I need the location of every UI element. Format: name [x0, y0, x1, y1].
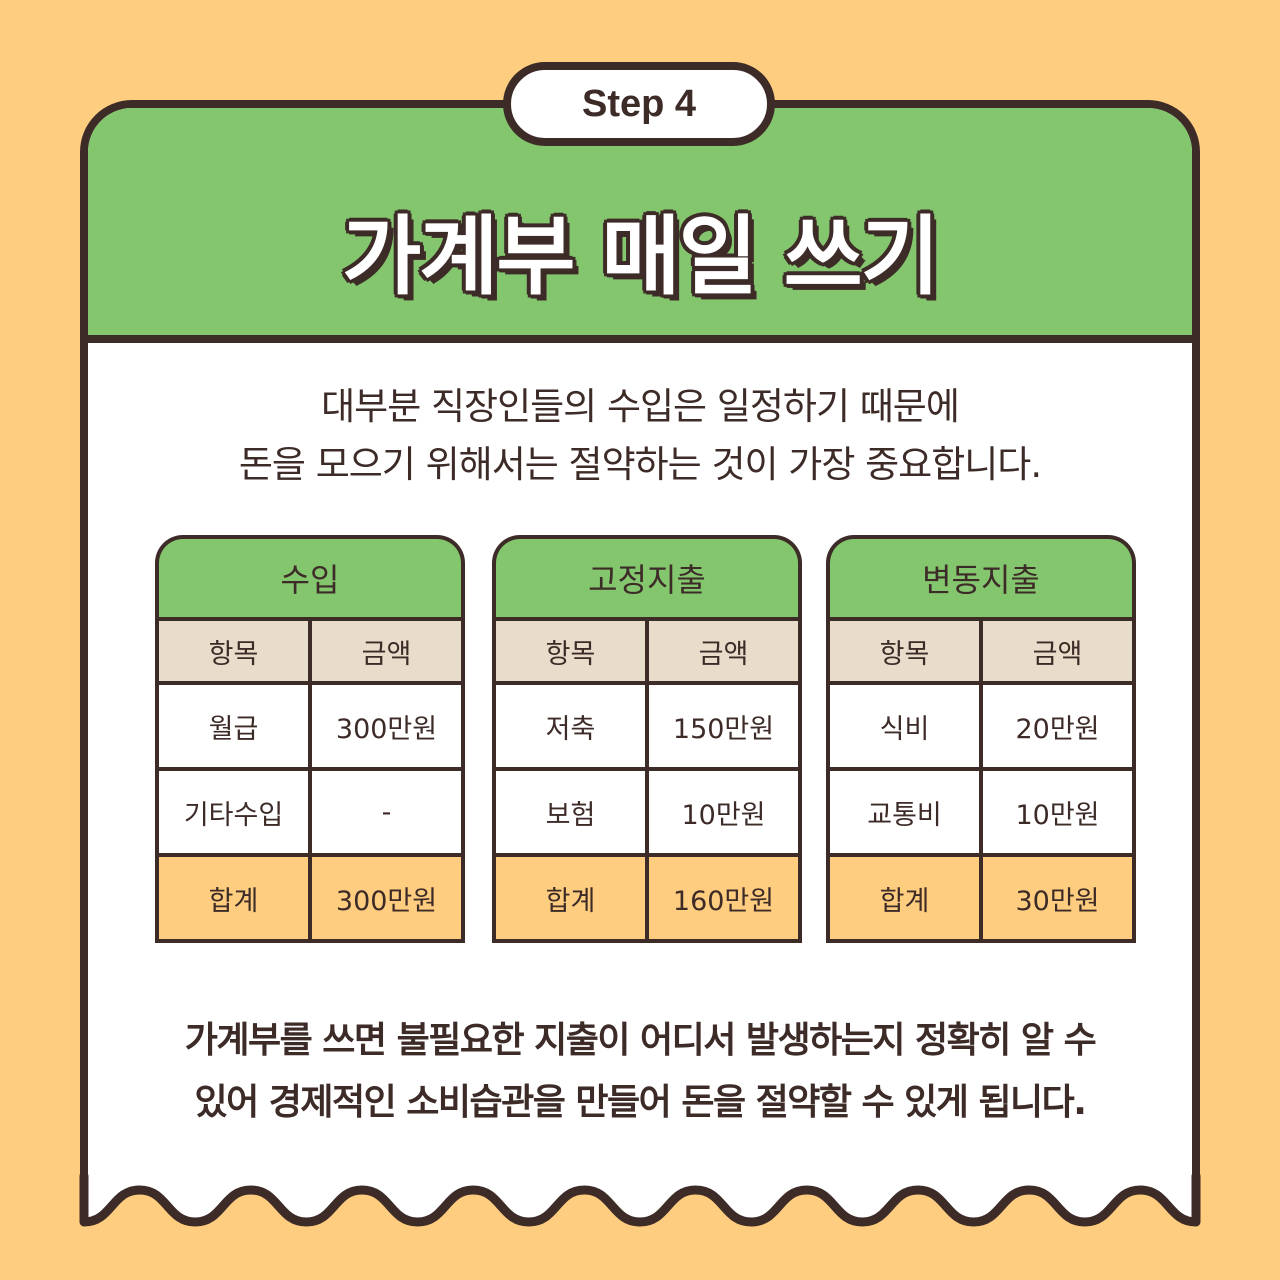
header-cell: 항목 [155, 617, 312, 685]
total-row: 합계 160만원 [492, 853, 802, 943]
wave-outline [79, 1171, 1201, 1227]
header-cell: 항목 [826, 617, 983, 685]
table-title: 고정지출 [492, 535, 802, 617]
table-title: 변동지출 [826, 535, 1136, 617]
page-title: 가계부 매일 쓰기 [342, 207, 940, 307]
item-cell: 교통비 [826, 767, 983, 857]
budget-table: 수입 항목 금액 월급 300만원 기타수입 - 합계 300만원 [155, 535, 465, 955]
item-cell: 보험 [492, 767, 649, 857]
table-row: 기타수입 - [155, 767, 465, 857]
table-row: 월급 300만원 [155, 681, 465, 771]
table-title: 수입 [155, 535, 465, 617]
item-cell: 월급 [155, 681, 312, 771]
table-header-row: 항목 금액 [492, 617, 802, 685]
table-header-row: 항목 금액 [155, 617, 465, 685]
total-row: 합계 300만원 [155, 853, 465, 943]
budget-table: 고정지출 항목 금액 저축 150만원 보험 10만원 합계 160만원 [492, 535, 802, 955]
budget-table: 변동지출 항목 금액 식비 20만원 교통비 10만원 합계 30만원 [826, 535, 1136, 955]
amount-cell: 20만원 [979, 681, 1136, 771]
item-cell: 기타수입 [155, 767, 312, 857]
intro-line: 돈을 모으기 위해서는 절약하는 것이 가장 중요합니다. [238, 443, 1042, 486]
amount-cell: 300만원 [308, 681, 465, 771]
header-cell: 항목 [492, 617, 649, 685]
header-cell: 금액 [645, 617, 802, 685]
item-cell: 저축 [492, 681, 649, 771]
torn-edge-wave [0, 1171, 1280, 1280]
amount-cell: 150만원 [645, 681, 802, 771]
total-amount: 300만원 [308, 853, 465, 943]
outro-line: 있어 경제적인 소비습관을 만들어 돈을 절약할 수 있게 됩니다. [194, 1082, 1087, 1123]
total-amount: 30만원 [979, 853, 1136, 943]
intro-line: 대부분 직장인들의 수입은 일정하기 때문에 [321, 385, 960, 428]
wave-fill [0, 1190, 1280, 1280]
intro-text: 대부분 직장인들의 수입은 일정하기 때문에 돈을 모으기 위해서는 절약하는 … [0, 378, 1280, 494]
total-label: 합계 [492, 853, 649, 943]
item-cell: 식비 [826, 681, 983, 771]
step-badge: Step 4 [503, 62, 775, 146]
header-cell: 금액 [979, 617, 1136, 685]
table-row: 식비 20만원 [826, 681, 1136, 771]
total-row: 합계 30만원 [826, 853, 1136, 943]
total-label: 합계 [155, 853, 312, 943]
table-row: 교통비 10만원 [826, 767, 1136, 857]
table-row: 저축 150만원 [492, 681, 802, 771]
total-label: 합계 [826, 853, 983, 943]
table-row: 보험 10만원 [492, 767, 802, 857]
table-header-row: 항목 금액 [826, 617, 1136, 685]
outro-text: 가계부를 쓰면 불필요한 지출이 어디서 발생하는지 정확히 알 수 있어 경제… [0, 1010, 1280, 1134]
amount-cell: 10만원 [979, 767, 1136, 857]
amount-cell: - [308, 767, 465, 857]
card-header: 가계부 매일 쓰기 [88, 108, 1192, 343]
header-cell: 금액 [308, 617, 465, 685]
total-amount: 160만원 [645, 853, 802, 943]
amount-cell: 10만원 [645, 767, 802, 857]
outro-line: 가계부를 쓰면 불필요한 지출이 어디서 발생하는지 정확히 알 수 [184, 1020, 1097, 1061]
